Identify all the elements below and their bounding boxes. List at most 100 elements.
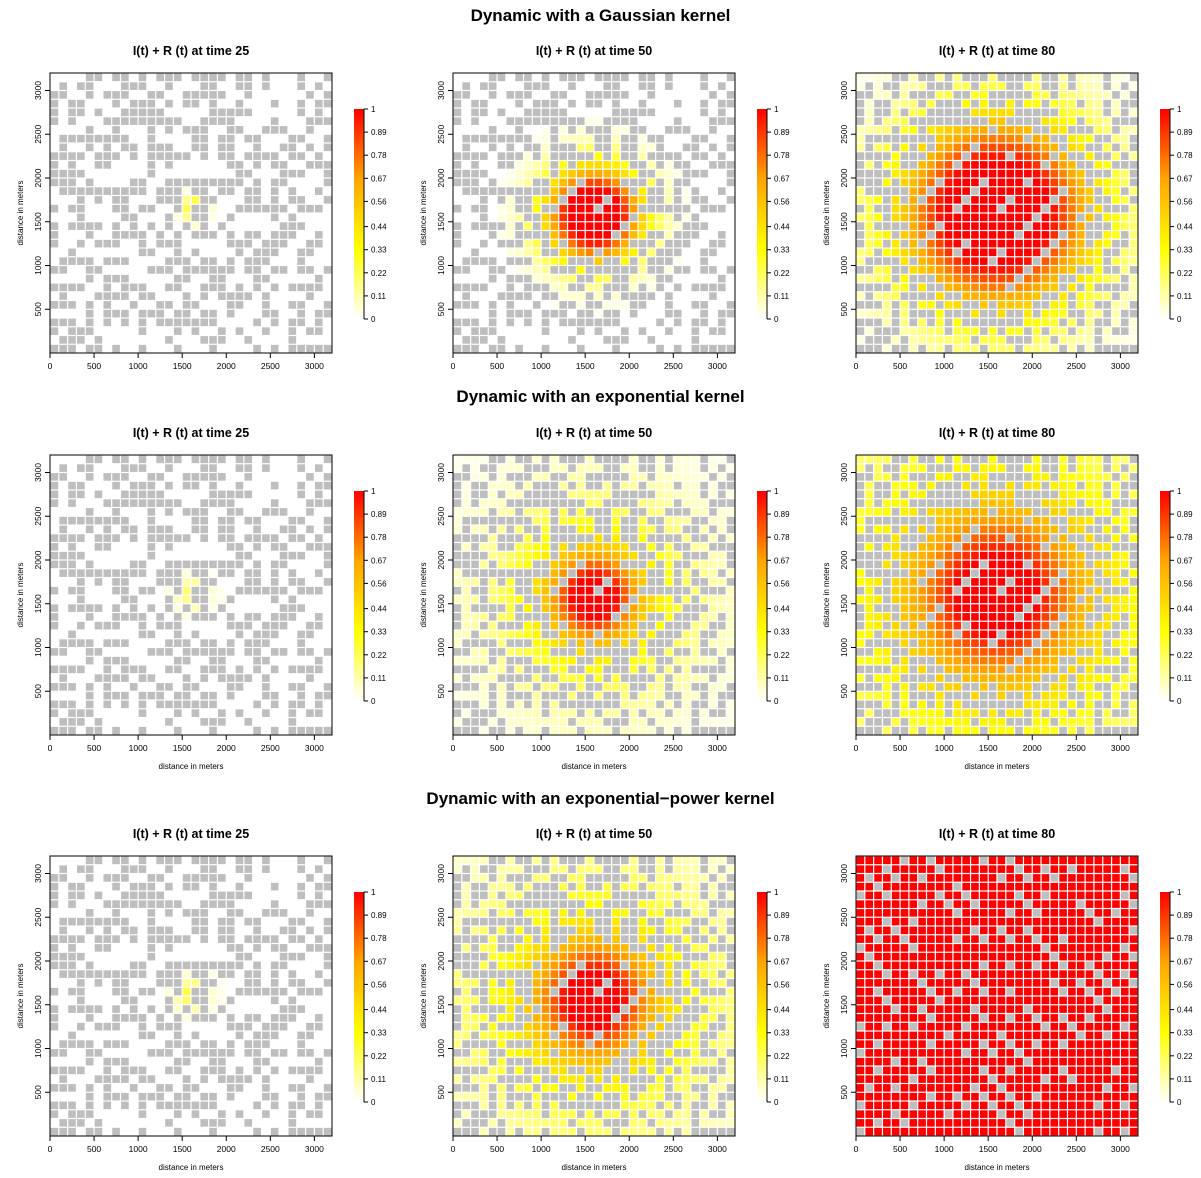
grid-cell bbox=[1050, 525, 1059, 534]
grid-cell bbox=[480, 187, 488, 195]
grid-cell bbox=[909, 292, 918, 300]
grid-cell bbox=[50, 108, 59, 117]
grid-cell bbox=[1076, 117, 1085, 125]
grid-cell bbox=[997, 683, 1006, 691]
grid-cell bbox=[165, 718, 173, 726]
grid-cell bbox=[665, 621, 673, 630]
grid-cell bbox=[1103, 126, 1111, 134]
grid-cell bbox=[1015, 169, 1023, 178]
grid-cell bbox=[550, 196, 559, 204]
grid-cell bbox=[1094, 595, 1103, 604]
grid-cell bbox=[717, 455, 726, 464]
legend-tick-label: 0.67 bbox=[774, 556, 790, 565]
grid-cell bbox=[226, 639, 235, 647]
grid-cell bbox=[673, 344, 682, 353]
grid-cell bbox=[1050, 508, 1059, 516]
grid-cell bbox=[297, 99, 305, 108]
panel-title: I(t) + R (t) at time 80 bbox=[939, 426, 1055, 440]
grid-cell bbox=[927, 481, 935, 490]
grid-cell bbox=[1068, 327, 1076, 335]
grid-cell bbox=[453, 534, 462, 542]
grid-cell bbox=[497, 604, 506, 612]
grid-cell bbox=[585, 499, 594, 507]
grid-cell bbox=[629, 481, 638, 490]
grid-cell bbox=[665, 525, 673, 534]
grid-cell bbox=[988, 604, 997, 612]
grid-cell bbox=[603, 595, 612, 604]
grid-cell bbox=[515, 718, 523, 726]
grid-cell bbox=[962, 718, 970, 726]
grid-cell bbox=[497, 108, 506, 117]
grid-cell bbox=[94, 621, 103, 630]
grid-cell bbox=[962, 248, 970, 257]
grid-cell bbox=[1024, 648, 1032, 656]
grid-cell bbox=[253, 248, 261, 257]
grid-cell bbox=[979, 239, 988, 248]
grid-cell bbox=[673, 126, 682, 134]
grid-cell bbox=[323, 161, 332, 169]
legend-tick-label: 0.33 bbox=[1177, 246, 1193, 255]
grid-cell bbox=[962, 674, 970, 682]
grid-cell bbox=[550, 560, 559, 569]
y-tick-label: 1500 bbox=[839, 212, 849, 231]
grid-cell bbox=[1076, 543, 1085, 551]
grid-cell bbox=[856, 266, 865, 274]
grid-cell bbox=[988, 665, 997, 674]
grid-cell bbox=[50, 169, 59, 178]
grid-cell bbox=[935, 187, 944, 195]
grid-cell bbox=[1068, 674, 1076, 682]
grid-cell bbox=[1015, 648, 1023, 656]
grid-cell bbox=[480, 508, 488, 516]
grid-cell bbox=[927, 73, 935, 82]
grid-cell bbox=[891, 187, 900, 195]
grid-cell bbox=[165, 82, 173, 90]
grid-cell bbox=[612, 309, 620, 318]
grid-cell bbox=[883, 709, 891, 717]
grid-cell bbox=[453, 473, 462, 481]
grid-cell bbox=[471, 248, 479, 257]
grid-cell bbox=[576, 292, 585, 300]
grid-cell bbox=[865, 91, 874, 99]
grid-cell bbox=[1006, 525, 1015, 534]
grid-cell bbox=[532, 648, 541, 656]
grid-cell bbox=[944, 187, 953, 195]
grid-cell bbox=[665, 169, 673, 178]
grid-cell bbox=[927, 318, 935, 327]
grid-cell bbox=[288, 301, 297, 309]
grid-cell bbox=[691, 665, 700, 674]
grid-cell bbox=[1120, 344, 1129, 353]
grid-cell bbox=[621, 691, 629, 700]
grid-cell bbox=[918, 187, 926, 195]
grid-cell bbox=[568, 630, 576, 639]
grid-cell bbox=[629, 560, 638, 569]
grid-cell bbox=[1112, 318, 1120, 327]
grid-cell bbox=[1059, 604, 1067, 612]
grid-cell bbox=[997, 726, 1006, 735]
grid-cell bbox=[935, 73, 944, 82]
grid-cell bbox=[524, 718, 532, 726]
grid-cell bbox=[638, 169, 647, 178]
grid-cell bbox=[1068, 481, 1076, 490]
grid-cell bbox=[944, 543, 953, 551]
grid-cell bbox=[497, 613, 506, 621]
grid-cell bbox=[953, 490, 962, 499]
y-tick-label: 3000 bbox=[436, 81, 446, 100]
grid-cell bbox=[856, 309, 865, 318]
grid-cell bbox=[1050, 604, 1059, 612]
grid-cell bbox=[594, 578, 603, 586]
grid-cell bbox=[200, 134, 209, 143]
grid-cell bbox=[568, 473, 576, 481]
grid-cell bbox=[209, 99, 217, 108]
grid-cell bbox=[585, 551, 594, 560]
grid-cell bbox=[182, 569, 191, 577]
grid-cell bbox=[1050, 213, 1059, 222]
grid-cell bbox=[279, 169, 288, 178]
grid-cell bbox=[971, 674, 979, 682]
grid-cell bbox=[253, 656, 261, 665]
grid-cell bbox=[909, 586, 918, 595]
grid-cell bbox=[182, 648, 191, 656]
grid-cell bbox=[865, 196, 874, 204]
grid-cell bbox=[524, 248, 532, 257]
grid-cell bbox=[77, 152, 85, 160]
grid-cell bbox=[935, 143, 944, 152]
